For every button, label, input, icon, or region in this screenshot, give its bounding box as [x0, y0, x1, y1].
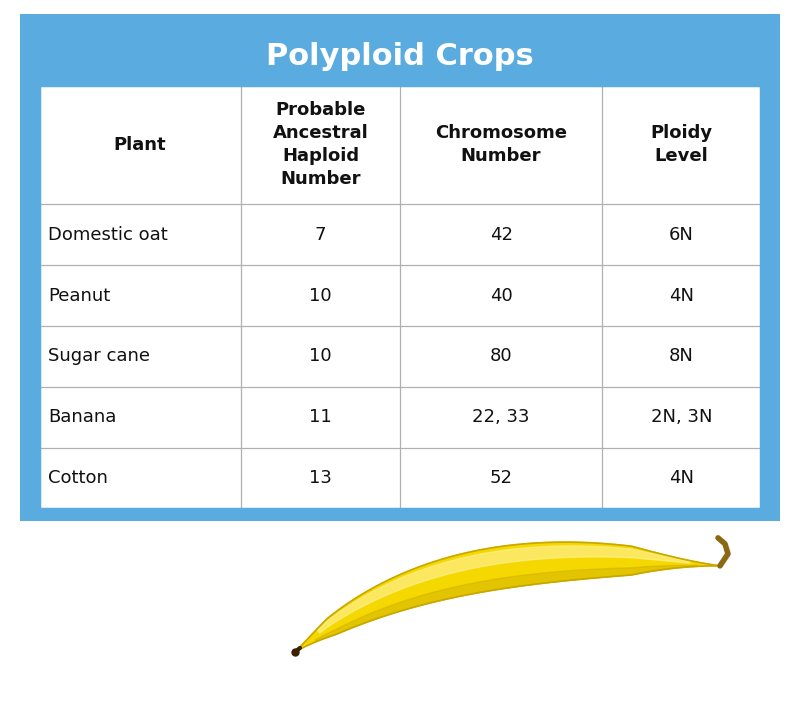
Text: 4N: 4N	[669, 286, 694, 305]
Text: 4N: 4N	[669, 469, 694, 487]
Polygon shape	[318, 546, 690, 633]
Text: 40: 40	[490, 286, 513, 305]
FancyBboxPatch shape	[12, 9, 787, 526]
Text: Banana: Banana	[48, 408, 117, 426]
Text: Probable
Ancestral
Haploid
Number: Probable Ancestral Haploid Number	[273, 101, 369, 188]
Text: 80: 80	[490, 348, 512, 366]
Text: 11: 11	[310, 408, 332, 426]
Text: Cotton: Cotton	[48, 469, 108, 487]
Polygon shape	[315, 565, 698, 642]
Text: 52: 52	[490, 469, 513, 487]
Text: 10: 10	[310, 348, 332, 366]
Text: 13: 13	[309, 469, 332, 487]
Text: 42: 42	[490, 226, 513, 243]
Text: 6N: 6N	[669, 226, 694, 243]
Text: Chromosome
Number: Chromosome Number	[435, 124, 567, 165]
Text: Sugar cane: Sugar cane	[48, 348, 150, 366]
Bar	[39, 85, 761, 508]
Text: Domestic oat: Domestic oat	[48, 226, 168, 243]
Text: Plant: Plant	[114, 136, 166, 154]
Polygon shape	[295, 542, 720, 652]
Text: Peanut: Peanut	[48, 286, 110, 305]
Text: 10: 10	[310, 286, 332, 305]
Text: Ploidy
Level: Ploidy Level	[650, 124, 713, 165]
Text: Polyploid Crops: Polyploid Crops	[266, 41, 534, 71]
Text: 8N: 8N	[669, 348, 694, 366]
Text: 22, 33: 22, 33	[472, 408, 530, 426]
Text: 2N, 3N: 2N, 3N	[651, 408, 712, 426]
Text: 7: 7	[315, 226, 326, 243]
